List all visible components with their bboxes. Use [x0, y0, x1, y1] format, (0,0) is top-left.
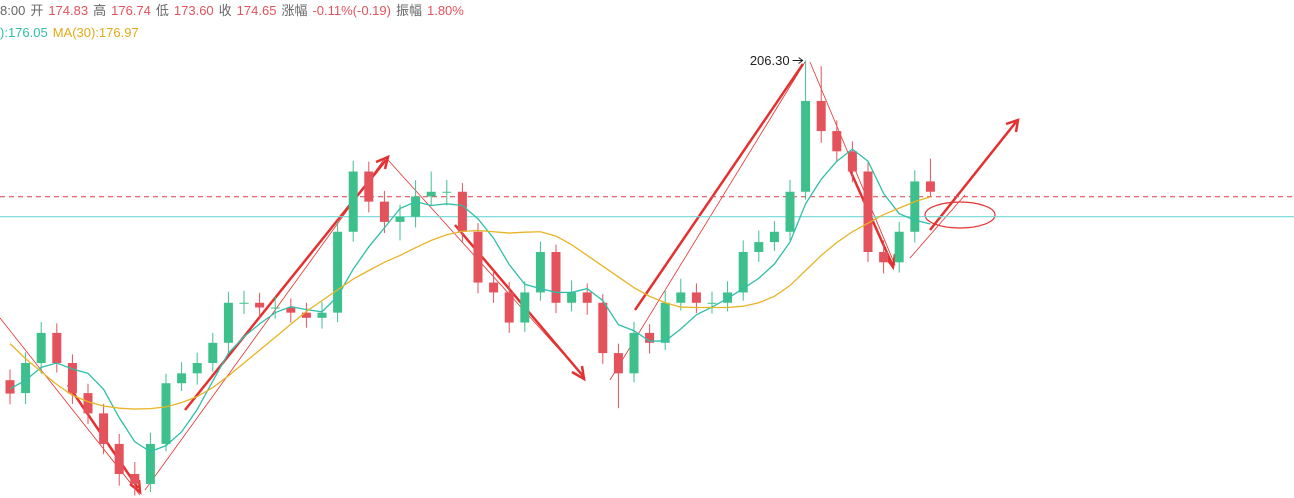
candle-body — [707, 302, 717, 304]
candle-body — [847, 151, 857, 172]
trend-line — [609, 61, 806, 381]
candle-body — [457, 191, 467, 232]
candle-body — [161, 383, 171, 444]
candle-body — [489, 282, 499, 293]
candle-body — [395, 216, 405, 222]
candle-body — [223, 302, 233, 343]
field-value: 174.83 — [48, 3, 89, 18]
trend-line — [144, 157, 386, 491]
header-line: 8:00 开 174.83 高 176.74 低 173.60 收 174.65 涨幅 -0.11%… — [0, 0, 469, 22]
candle-body — [925, 181, 935, 192]
peak-arrow-head — [798, 57, 804, 64]
arrow-head — [129, 479, 142, 495]
header: 8:00 开 174.83 高 176.74 低 173.60 收 174.65 涨幅 -0.11%… — [0, 0, 469, 44]
candle-body — [598, 302, 608, 354]
candle-body — [879, 251, 889, 263]
candle-body — [473, 231, 483, 283]
ma-label: ):176.05 — [0, 25, 48, 40]
candle-body — [411, 196, 421, 217]
candle-body — [114, 443, 124, 475]
arrow-head — [375, 154, 390, 170]
candle-body — [364, 171, 374, 202]
candle-body — [894, 231, 904, 263]
field-label: 高 — [93, 3, 107, 18]
candle-body — [816, 100, 826, 132]
candle-body — [177, 373, 187, 384]
field-label: 收 — [218, 3, 232, 18]
candle-body — [832, 131, 842, 152]
candle-body — [426, 191, 436, 197]
ma-line — [9, 196, 931, 410]
candle-body — [317, 312, 327, 318]
candle-body — [67, 363, 77, 394]
candle-body — [691, 292, 701, 303]
arrow-head — [1005, 118, 1020, 133]
field-value: 174.65 — [236, 3, 277, 18]
candle-body — [21, 363, 31, 394]
candle-body — [83, 393, 93, 414]
candle-body — [801, 100, 811, 192]
candle-body — [145, 443, 155, 484]
candle-body — [910, 181, 920, 232]
candle-body — [567, 292, 577, 303]
field-value: 1.80% — [426, 3, 464, 18]
candle-body — [301, 312, 311, 318]
field-label: 开 — [30, 3, 44, 18]
trend-line — [387, 159, 586, 379]
candle-body — [270, 307, 280, 309]
candle-body — [192, 363, 202, 374]
candle-body — [348, 171, 358, 232]
candle-body — [442, 191, 452, 193]
candle-body — [738, 251, 748, 293]
arrow-head — [571, 365, 586, 382]
time: 8:00 — [0, 3, 26, 18]
candle-body — [769, 231, 779, 243]
candle-body — [255, 302, 265, 308]
candle-body — [863, 171, 873, 252]
ma-line: ):176.05 MA(30):176.97 — [0, 22, 469, 44]
candle-body — [535, 251, 545, 293]
candle-body — [52, 332, 62, 364]
candle-body — [551, 251, 561, 303]
highlight-ellipse — [924, 201, 996, 229]
candle-body — [660, 302, 670, 343]
candle-body — [613, 353, 623, 374]
field-value: -0.11%(-0.19) — [312, 3, 391, 18]
candle-body — [286, 307, 296, 313]
candle-body — [785, 191, 795, 232]
candle-body — [629, 332, 639, 374]
candle-body — [208, 342, 218, 364]
trend-line — [909, 194, 966, 259]
candle-body — [754, 242, 764, 252]
arrow — [929, 121, 1017, 231]
candle-body — [582, 292, 592, 303]
candle-body — [676, 292, 686, 303]
field-value: 173.60 — [173, 3, 214, 18]
field-value: 176.74 — [111, 3, 151, 18]
candle-body — [379, 201, 389, 222]
peak-label: 206.30 — [750, 53, 790, 68]
candle-body — [504, 292, 514, 323]
ma-line — [9, 148, 931, 453]
field-label: 涨幅 — [281, 3, 308, 18]
candle-body — [99, 413, 109, 444]
candle-body — [239, 302, 249, 304]
arrow — [633, 63, 805, 311]
field-label: 振幅 — [395, 3, 422, 18]
field-label: 低 — [155, 3, 169, 18]
candle-body — [520, 292, 530, 323]
candle-body — [333, 231, 343, 313]
candle-body — [5, 380, 15, 394]
annotations — [0, 61, 1020, 496]
candle-body — [36, 332, 46, 364]
candle-body — [723, 292, 733, 303]
candle-body — [645, 332, 655, 343]
ma-label: MA(30):176.97 — [52, 25, 139, 40]
candle-body — [130, 474, 140, 484]
